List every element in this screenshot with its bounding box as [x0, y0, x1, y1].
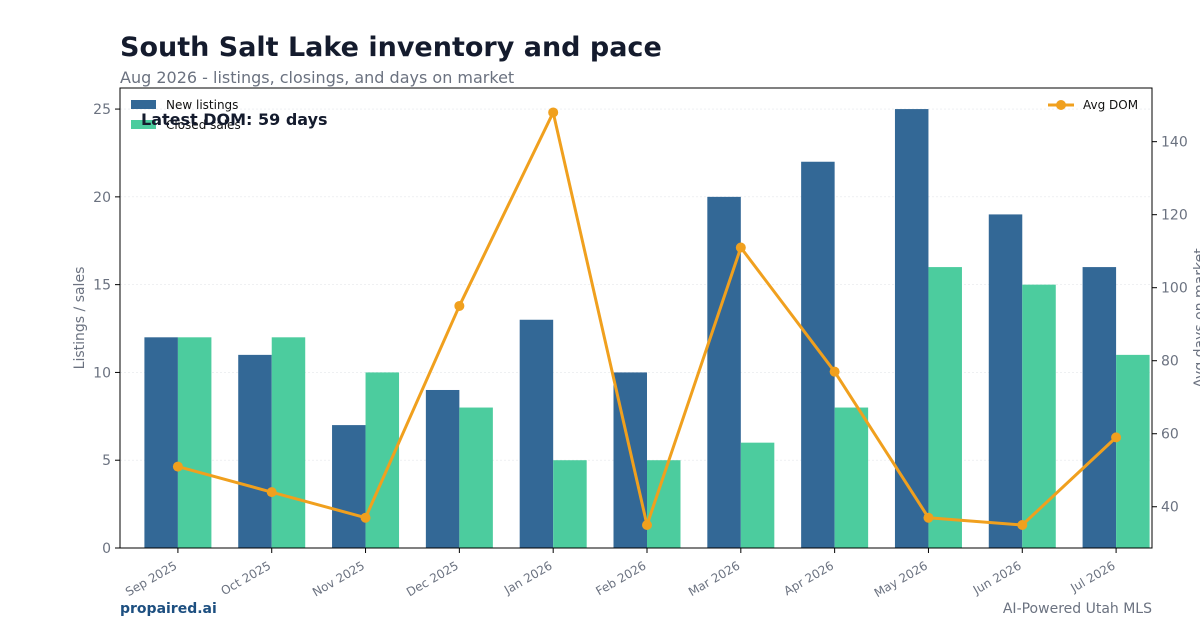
bar-new-listings — [238, 354, 272, 548]
x-tick-label: Jan 2026 — [501, 558, 555, 597]
bar-new-listings — [894, 109, 929, 549]
bar-closed-sales — [459, 407, 493, 548]
y2-tick-label: 80 — [1161, 354, 1179, 370]
bar-new-listings — [707, 196, 741, 548]
legend-label-avg-dom: Avg DOM — [1083, 98, 1138, 112]
bar-closed-sales — [1022, 284, 1056, 548]
y-tick-label: 5 — [102, 453, 111, 469]
legend-label-closed-sales: Closed sales — [166, 118, 241, 132]
y-tick-label: 15 — [93, 278, 111, 294]
y-axis-label: Listings / sales — [72, 267, 88, 370]
legend-label-new-listings: New listings — [166, 98, 238, 112]
bar-new-listings — [801, 161, 835, 548]
dom-line-series — [172, 107, 1122, 530]
legend-swatch-new-listings — [131, 100, 156, 109]
footer-tagline: AI-Powered Utah MLS — [1002, 601, 1152, 617]
x-tick-label: Feb 2026 — [593, 558, 648, 598]
bar-closed-sales — [928, 267, 962, 548]
bar-closed-sales — [553, 460, 587, 548]
dom-point — [548, 107, 559, 118]
bar-new-listings — [144, 337, 178, 548]
dom-point — [172, 461, 183, 472]
bar-closed-sales — [834, 407, 869, 548]
latest-dom-annotation: Latest DOM: 59 days — [141, 110, 328, 129]
legend-line: Avg DOM — [1048, 98, 1138, 112]
y2-tick-label: 40 — [1161, 500, 1179, 516]
dom-point — [1111, 432, 1122, 443]
bar-closed-sales — [1116, 354, 1150, 548]
y2-tick-label: 140 — [1161, 135, 1188, 151]
bar-new-listings — [425, 389, 460, 548]
bar-new-listings — [988, 214, 1023, 548]
dom-point — [735, 242, 746, 253]
bar-new-listings — [519, 319, 554, 548]
dom-point — [266, 487, 277, 498]
y-tick-label: 20 — [93, 190, 111, 206]
bar-closed-sales — [271, 337, 306, 548]
chart-title: South Salt Lake inventory and pace — [120, 32, 662, 63]
x-tick-label: Jul 2026 — [1067, 558, 1117, 595]
plot-frame — [119, 87, 1153, 549]
bar-series — [144, 109, 1150, 549]
dom-point — [360, 512, 371, 523]
dom-point — [1017, 520, 1028, 530]
x-tick-label: Jun 2026 — [970, 558, 1024, 597]
x-tick-label: May 2026 — [872, 558, 930, 600]
bar-new-listings — [1082, 267, 1117, 548]
x-tick-label: Sep 2025 — [123, 558, 179, 599]
chart-subtitle: Aug 2026 - listings, closings, and days … — [120, 68, 515, 87]
legend-bars: New listings Closed sales — [131, 98, 241, 132]
x-tick-label: Mar 2026 — [686, 558, 742, 599]
x-tick-label: Nov 2025 — [310, 558, 367, 599]
y2-axis-label: Avg days on market — [1192, 248, 1200, 388]
x-tick-label: Apr 2026 — [781, 558, 836, 598]
bar-closed-sales — [365, 372, 400, 548]
x-tick-label: Oct 2025 — [219, 558, 274, 598]
bar-closed-sales — [740, 442, 775, 548]
brand-logo-text: propaired.ai — [120, 601, 217, 617]
x-tick-label: Dec 2025 — [404, 558, 461, 599]
y-tick-label: 0 — [102, 541, 111, 557]
legend-marker-avg-dom — [1056, 100, 1066, 110]
dom-point — [454, 300, 465, 311]
dom-point — [923, 512, 934, 523]
y-tick-label: 10 — [93, 365, 111, 381]
bar-closed-sales — [177, 337, 212, 548]
y-tick-label: 25 — [93, 102, 111, 118]
bar-new-listings — [332, 425, 366, 548]
y2-tick-label: 60 — [1161, 427, 1179, 443]
y2-tick-label: 120 — [1161, 208, 1188, 224]
dom-point — [642, 520, 652, 530]
dom-point — [829, 366, 840, 377]
legend-swatch-closed-sales — [131, 120, 156, 129]
y2-tick-label: 100 — [1161, 281, 1188, 297]
